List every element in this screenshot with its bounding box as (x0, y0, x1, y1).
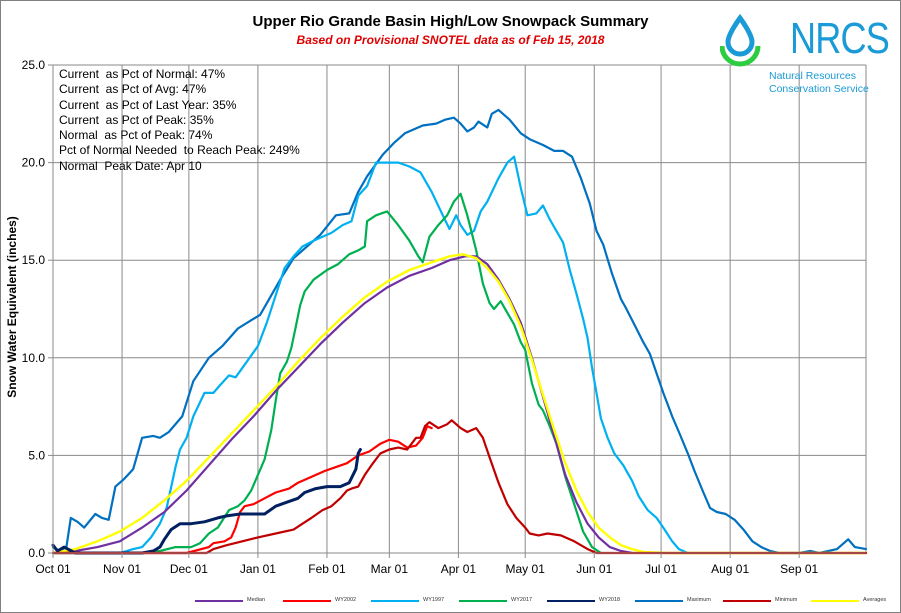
y-tick-label: 25.0 (22, 58, 46, 72)
x-tick-label: May 01 (506, 562, 546, 576)
x-tick-label: Dec 01 (170, 562, 208, 576)
legend-label: Averages (863, 597, 887, 603)
stat-line: Pct of Normal Needed to Reach Peak: 249% (59, 143, 300, 158)
y-tick-label: 5.0 (28, 448, 45, 462)
logo-title: NRCS (790, 14, 890, 63)
legend-label: Maximum (687, 597, 711, 603)
series-line-median (51, 255, 634, 555)
legend-swatch (547, 600, 595, 602)
x-tick-label: Apr 01 (441, 562, 477, 576)
series-line-wy2002 (51, 425, 433, 555)
x-tick-label: Aug 01 (711, 562, 749, 576)
legend-swatch (723, 600, 771, 602)
legend-label: WY2017 (511, 597, 533, 603)
x-tick-label: Jul 01 (645, 562, 677, 576)
legend: Median WY2002 WY1997 WY2017 WY2018 Maximum Min… (0, 595, 901, 607)
x-tick-label: Nov 01 (103, 562, 141, 576)
legend-label: Minimum (775, 597, 798, 603)
stat-line: Normal Peak Date: Apr 10 (59, 158, 202, 173)
legend-swatch (283, 600, 331, 602)
water-drop-icon (725, 13, 755, 57)
series-line-wy1997 (51, 155, 689, 555)
axes: 0.0 5.0 10.0 15.0 20.0 25.0 Oct 01 Nov 01 Dec 01… (22, 58, 866, 576)
nrcs-logo-icon (720, 13, 761, 67)
stat-line: Current as Pct of Avg: 47% (59, 82, 207, 97)
x-tick-label: Feb 01 (308, 562, 346, 576)
logo-line-2: Conservation Service (769, 83, 869, 95)
stat-line: Current as Pct of Normal: 47% (59, 67, 226, 81)
legend-swatch (195, 600, 243, 602)
stats-box: Current as Pct of Normal: 47% Current as… (59, 67, 300, 174)
x-tick-label: Mar 01 (371, 562, 409, 576)
stat-line: Current as Pct of Last Year: 35% (59, 97, 237, 112)
legend-swatch (635, 600, 683, 602)
y-tick-label: 0.0 (28, 546, 45, 560)
legend-label: WY1997 (423, 597, 445, 603)
series-line-averages (51, 253, 868, 555)
series-line-minimum (51, 419, 868, 555)
legend-swatch (459, 600, 507, 602)
green-arc-icon (720, 45, 761, 67)
y-tick-label: 20.0 (22, 156, 46, 170)
chart-title: Upper Rio Grande Basin High/Low Snowpack… (252, 13, 649, 30)
legend-swatch (371, 600, 419, 602)
y-tick-label: 10.0 (22, 351, 46, 365)
logo-line-1: Natural Resources (769, 70, 856, 82)
logo-subtitle: Natural Resources Conservation Service (769, 70, 869, 96)
stat-line: Normal as Pct of Peak: 74% (59, 128, 213, 143)
legend-label: WY2002 (335, 597, 357, 603)
x-tick-label: Oct 01 (35, 562, 71, 576)
legend-swatch (811, 600, 859, 602)
y-tick-label: 15.0 (22, 253, 46, 267)
series-group (51, 108, 868, 555)
stat-line: Current as Pct of Peak: 35% (59, 112, 214, 127)
x-tick-label: Jan 01 (240, 562, 276, 576)
chart-subtitle: Based on Provisional SNOTEL data as of F… (296, 33, 605, 47)
legend-label: WY2018 (599, 597, 621, 603)
x-tick-label: Jun 01 (576, 562, 612, 576)
legend-label: Median (247, 597, 266, 603)
series-line-maximum (51, 108, 868, 555)
x-tick-label: Sep 01 (780, 562, 818, 576)
series-line-wy2017 (51, 192, 602, 555)
